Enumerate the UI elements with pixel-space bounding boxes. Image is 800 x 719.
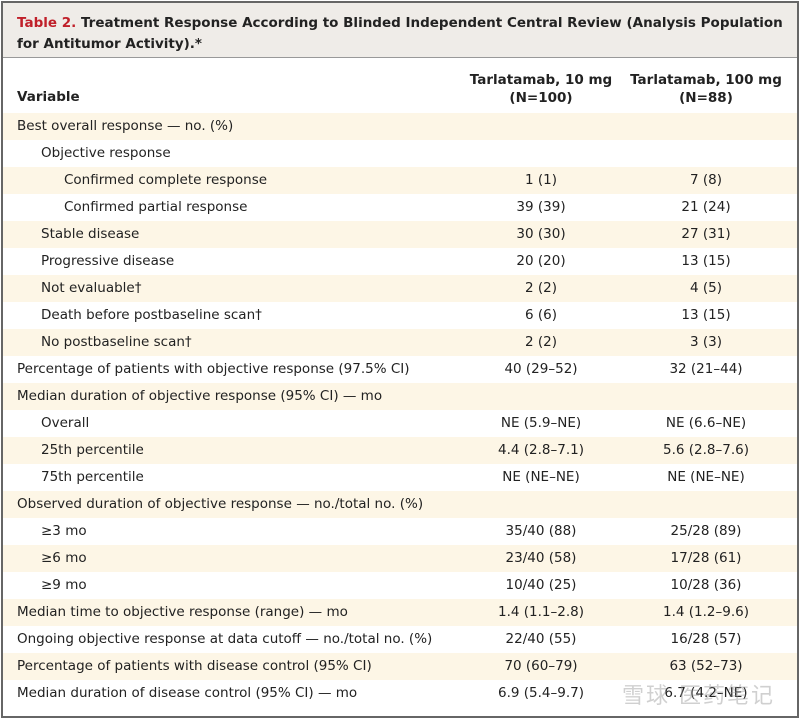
table-row: Median duration of disease control (95% … bbox=[3, 680, 797, 707]
table-row: Confirmed complete response 1 (1) 7 (8) bbox=[3, 167, 797, 194]
table-row: ≥6 mo 23/40 (58) 17/28 (61) bbox=[3, 545, 797, 572]
cell-10mg: 1.4 (1.1–2.8) bbox=[498, 604, 584, 620]
cell-10mg: 4.4 (2.8–7.1) bbox=[498, 442, 584, 458]
table-row: Median duration of objective response (9… bbox=[3, 383, 797, 410]
cell-100mg: 16/28 (57) bbox=[670, 631, 742, 647]
cell-10mg: 1 (1) bbox=[524, 172, 557, 188]
cell-100mg: 5.6 (2.8–7.6) bbox=[663, 442, 749, 458]
row-label: Percentage of patients with disease cont… bbox=[17, 658, 372, 674]
cell-100mg: 27 (31) bbox=[681, 226, 731, 242]
table-caption: Table 2. Treatment Response According to… bbox=[3, 3, 797, 58]
cell-100mg: 63 (52–73) bbox=[669, 658, 743, 674]
row-label: Stable disease bbox=[41, 226, 140, 242]
table-row: Observed duration of objective response … bbox=[3, 491, 797, 518]
cell-10mg: 40 (29–52) bbox=[504, 361, 578, 377]
table-row: Stable disease 30 (30) 27 (31) bbox=[3, 221, 797, 248]
cell-100mg: 13 (15) bbox=[681, 307, 731, 323]
cell-100mg: 3 (3) bbox=[689, 334, 722, 350]
table-row: Percentage of patients with objective re… bbox=[3, 356, 797, 383]
row-label: 25th percentile bbox=[41, 442, 144, 458]
row-label: Median duration of disease control (95% … bbox=[17, 685, 358, 701]
row-label: No postbaseline scan† bbox=[41, 334, 192, 350]
cell-10mg: 35/40 (88) bbox=[505, 523, 577, 539]
cell-100mg: 25/28 (89) bbox=[670, 523, 742, 539]
table-row: Percentage of patients with disease cont… bbox=[3, 653, 797, 680]
table-row: Best overall response — no. (%) bbox=[3, 113, 797, 140]
row-label: Not evaluable† bbox=[41, 280, 142, 296]
row-label: Objective response bbox=[41, 145, 171, 161]
cell-10mg: NE (NE–NE) bbox=[502, 469, 580, 485]
table-row: Median time to objective response (range… bbox=[3, 599, 797, 626]
header-100mg-name: Tarlatamab, 100 mg bbox=[630, 72, 782, 88]
table-header: Variable Tarlatamab, 10 mg (N=100) Tarlat… bbox=[3, 58, 797, 113]
table-row: Not evaluable† 2 (2) 4 (5) bbox=[3, 275, 797, 302]
row-label: ≥3 mo bbox=[41, 523, 87, 539]
table-row: Progressive disease 20 (20) 13 (15) bbox=[3, 248, 797, 275]
table-row: Ongoing objective response at data cutof… bbox=[3, 626, 797, 653]
row-label: Median duration of objective response (9… bbox=[17, 388, 383, 404]
table-row: ≥9 mo 10/40 (25) 10/28 (36) bbox=[3, 572, 797, 599]
header-10mg: Tarlatamab, 10 mg (N=100) bbox=[456, 71, 626, 107]
cell-10mg: 30 (30) bbox=[516, 226, 566, 242]
table-row: Objective response bbox=[3, 140, 797, 167]
table-row: 25th percentile 4.4 (2.8–7.1) 5.6 (2.8–7.6… bbox=[3, 437, 797, 464]
header-10mg-n: (N=100) bbox=[509, 90, 573, 106]
cell-100mg: 10/28 (36) bbox=[670, 577, 742, 593]
cell-10mg: 70 (60–79) bbox=[504, 658, 578, 674]
row-label: Percentage of patients with objective re… bbox=[17, 361, 410, 377]
cell-100mg: 17/28 (61) bbox=[670, 550, 742, 566]
table-label: Table 2. bbox=[17, 15, 77, 31]
row-label: ≥6 mo bbox=[41, 550, 87, 566]
row-label: Death before postbaseline scan† bbox=[41, 307, 262, 323]
header-100mg: Tarlatamab, 100 mg (N=88) bbox=[621, 71, 791, 107]
table-row: Confirmed partial response 39 (39) 21 (24) bbox=[3, 194, 797, 221]
cell-10mg: 22/40 (55) bbox=[505, 631, 577, 647]
table-row: 75th percentile NE (NE–NE) NE (NE–NE) bbox=[3, 464, 797, 491]
cell-10mg: 2 (2) bbox=[524, 280, 557, 296]
header-variable: Variable bbox=[17, 89, 80, 105]
cell-100mg: 32 (21–44) bbox=[669, 361, 743, 377]
cell-100mg: NE (NE–NE) bbox=[667, 469, 745, 485]
cell-100mg: 1.4 (1.2–9.6) bbox=[663, 604, 749, 620]
cell-10mg: 6 (6) bbox=[524, 307, 557, 323]
row-label: Confirmed partial response bbox=[64, 199, 248, 215]
cell-10mg: 10/40 (25) bbox=[505, 577, 577, 593]
cell-10mg: 20 (20) bbox=[516, 253, 566, 269]
row-label: ≥9 mo bbox=[41, 577, 87, 593]
table-body: Best overall response — no. (%) Objective… bbox=[3, 113, 797, 707]
cell-100mg: NE (6.6–NE) bbox=[665, 415, 747, 431]
row-label: Overall bbox=[41, 415, 90, 431]
cell-10mg: NE (5.9–NE) bbox=[500, 415, 582, 431]
row-label: Median time to objective response (range… bbox=[17, 604, 348, 620]
cell-100mg: 6.7 (4.2–NE) bbox=[664, 685, 748, 701]
cell-100mg: 4 (5) bbox=[689, 280, 722, 296]
table-row: ≥3 mo 35/40 (88) 25/28 (89) bbox=[3, 518, 797, 545]
header-10mg-name: Tarlatamab, 10 mg bbox=[469, 72, 613, 88]
row-label: 75th percentile bbox=[41, 469, 144, 485]
row-label: Confirmed complete response bbox=[64, 172, 268, 188]
cell-100mg: 7 (8) bbox=[689, 172, 722, 188]
cell-100mg: 21 (24) bbox=[681, 199, 731, 215]
table-row: Overall NE (5.9–NE) NE (6.6–NE) bbox=[3, 410, 797, 437]
cell-100mg: 13 (15) bbox=[681, 253, 731, 269]
table-row: No postbaseline scan† 2 (2) 3 (3) bbox=[3, 329, 797, 356]
cell-10mg: 2 (2) bbox=[524, 334, 557, 350]
table-row: Death before postbaseline scan† 6 (6) 13 (… bbox=[3, 302, 797, 329]
row-label: Best overall response — no. (%) bbox=[17, 118, 234, 134]
row-label: Progressive disease bbox=[41, 253, 175, 269]
cell-10mg: 39 (39) bbox=[516, 199, 566, 215]
row-label: Ongoing objective response at data cutof… bbox=[17, 631, 433, 647]
cell-10mg: 23/40 (58) bbox=[505, 550, 577, 566]
cell-10mg: 6.9 (5.4–9.7) bbox=[498, 685, 584, 701]
header-100mg-n: (N=88) bbox=[679, 90, 733, 106]
row-label: Observed duration of objective response … bbox=[17, 496, 424, 512]
table-title: Treatment Response According to Blinded … bbox=[17, 15, 783, 52]
